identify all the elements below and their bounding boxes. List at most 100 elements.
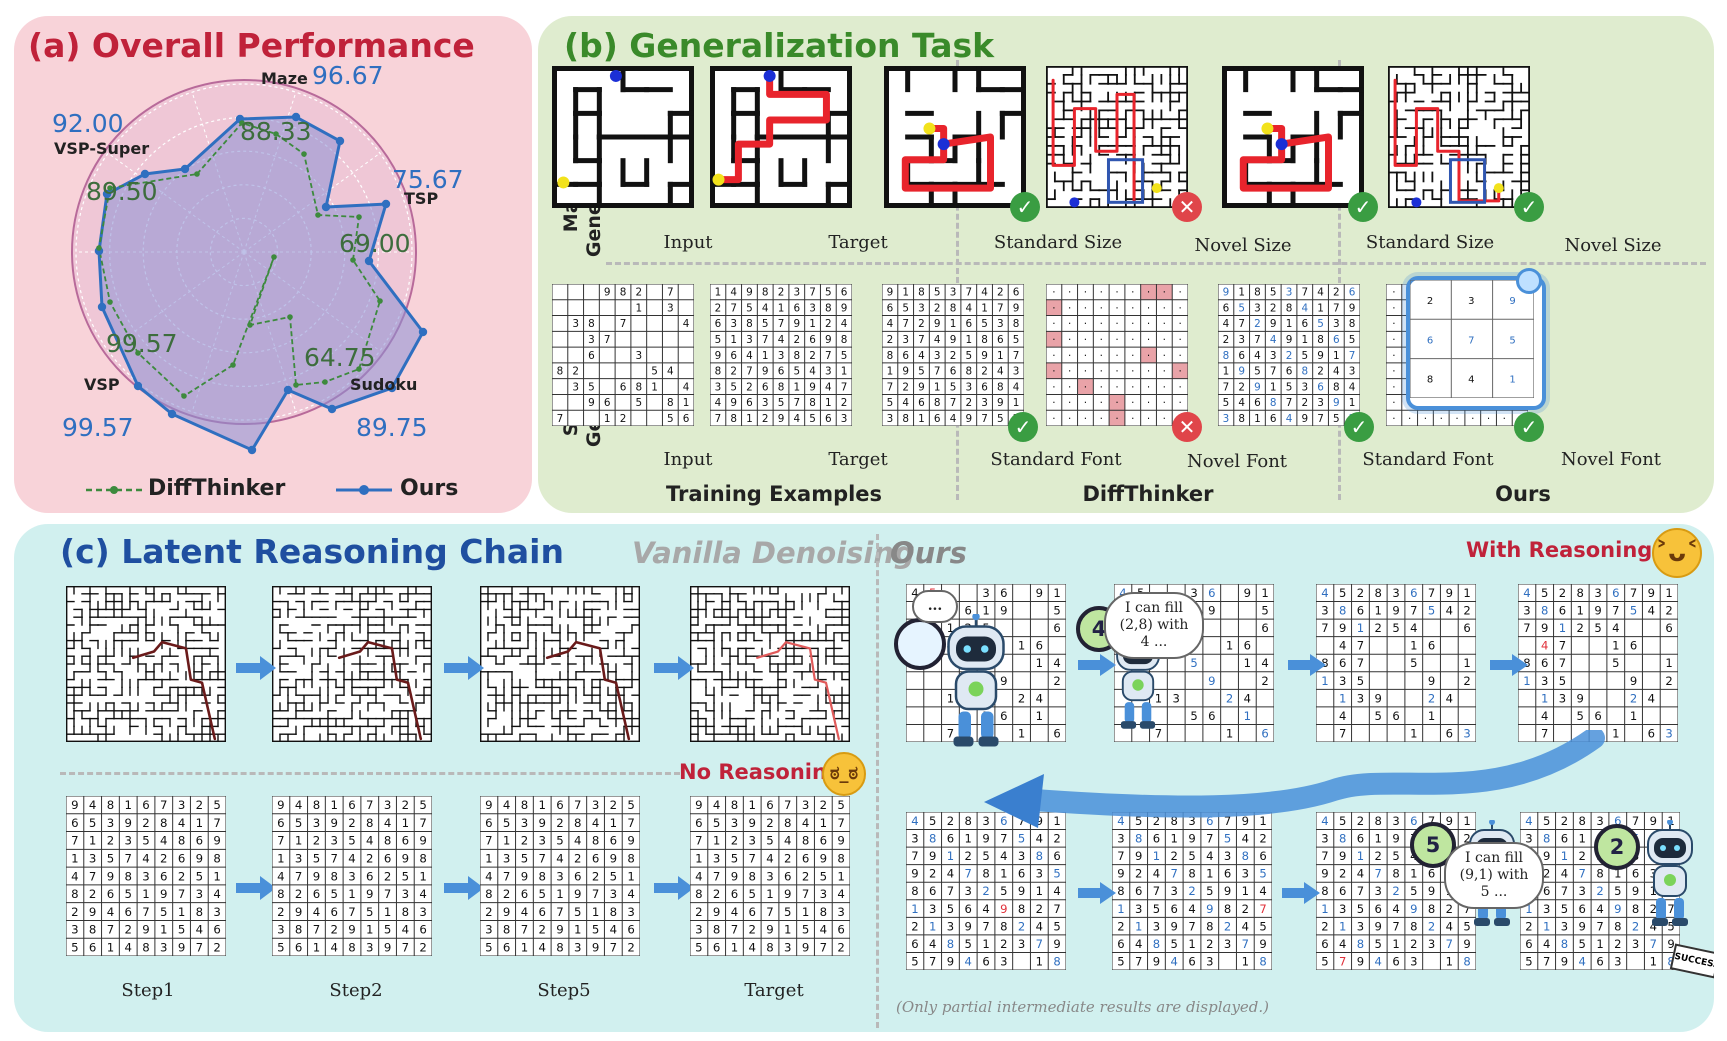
- sudoku-digit: 5: [1053, 919, 1060, 933]
- sudoku-digit: 2: [1339, 867, 1346, 881]
- sudoku-digit: 2: [809, 350, 816, 362]
- sudoku-digit: 1: [213, 869, 220, 883]
- sudoku-digit: 2: [762, 413, 769, 425]
- sudoku-digit: 8: [1357, 937, 1364, 951]
- start-point: [609, 69, 622, 82]
- sudoku-digit: 3: [588, 334, 595, 346]
- sudoku-digit: 7: [1018, 814, 1025, 828]
- thought-bubble-fill-2-8: I can fill (2,8) with 4 ...: [1104, 592, 1204, 659]
- sudoku-digit: 4: [1013, 381, 1020, 393]
- sudoku-digit: 4: [965, 954, 972, 968]
- sudoku-digit: 1: [160, 923, 167, 937]
- sudoku-digit: ·: [1115, 413, 1118, 425]
- sudoku-digit: 6: [766, 798, 773, 812]
- sudoku-digit: 3: [1171, 884, 1178, 898]
- sudoku-digit: 7: [713, 869, 720, 883]
- sudoku-digit: 2: [160, 851, 167, 865]
- sudoku-digit: 7: [1286, 397, 1293, 409]
- footnote: (Only partial intermediate results are d…: [896, 998, 1270, 1016]
- sudoku-digit: 6: [485, 816, 492, 830]
- sudoku-digit: 9: [1375, 691, 1382, 705]
- panel-a-title: (a) Overall Performance: [28, 26, 475, 65]
- sudoku-digit: ·: [1178, 366, 1181, 378]
- sudoku-digit: 7: [556, 905, 563, 919]
- sudoku-digit: ·: [1052, 302, 1055, 314]
- ours-point: [283, 385, 293, 395]
- sudoku-digit: 9: [1392, 832, 1399, 846]
- sudoku-digit: 6: [778, 366, 785, 378]
- sudoku-digit: 9: [1541, 621, 1548, 635]
- sudoku-digit: 5: [1339, 586, 1346, 600]
- sudoku-digit: 6: [929, 884, 936, 898]
- sudoku-digit: 2: [1392, 884, 1399, 898]
- sudoku-digit: 6: [538, 905, 545, 919]
- sudoku-digit: 6: [934, 413, 941, 425]
- sudoku-digit: 3: [1357, 691, 1364, 705]
- sudoku-digit: 4: [485, 869, 492, 883]
- sudoku-digit: 8: [762, 287, 769, 299]
- sudoku-digit: 1: [142, 887, 149, 901]
- sudoku-digit: 4: [1259, 884, 1266, 898]
- caption-standard-size-diff: Standard Size: [993, 232, 1123, 253]
- sudoku-digit: 3: [1321, 832, 1328, 846]
- sudoku-digit: ·: [1392, 397, 1395, 409]
- sudoku-digit: 7: [1301, 287, 1308, 299]
- sudoku-digit: 4: [213, 887, 220, 901]
- sudoku-digit: 9: [715, 350, 722, 362]
- sudoku-digit: ·: [1084, 413, 1087, 425]
- sudoku-digit: 9: [604, 287, 611, 299]
- sudoku-digit: ·: [1084, 397, 1087, 409]
- sudoku-digit: 2: [748, 923, 755, 937]
- sudoku-digit: 7: [1254, 334, 1261, 346]
- axis-label-maze: Maze: [261, 69, 308, 88]
- diff-point: [273, 131, 279, 137]
- sudoku-digit: 7: [1357, 639, 1364, 653]
- sudoku-digit: 2: [1446, 902, 1453, 916]
- sudoku-digit: 5: [1375, 709, 1382, 723]
- sudoku-digit: ·: [1163, 302, 1166, 314]
- start-point: [937, 138, 950, 151]
- sudoku-digit: 1: [635, 302, 642, 314]
- sudoku-digit: 4: [730, 287, 737, 299]
- sudoku-digit: 2: [1665, 604, 1672, 618]
- sudoku-digit: 1: [330, 798, 337, 812]
- ours-sudoku-5: 4 5 2 8 3 6 7 9 13 8 6 1 9 7 5 4 27 9 1 2 5 4 3 8 69 2 4 7 8 1 6 3 58 6 7 3…: [906, 812, 1066, 970]
- sudoku-digit: 7: [1188, 919, 1195, 933]
- zoom-digit: 5: [1509, 335, 1515, 346]
- sudoku-digit: ·: [1100, 366, 1103, 378]
- sudoku-digit: 6: [1261, 621, 1268, 635]
- sudoku-digit: 5: [1259, 919, 1266, 933]
- sudoku-digit: 3: [981, 397, 988, 409]
- sudoku-digit: 8: [196, 905, 203, 919]
- arrow-icon: [1078, 654, 1116, 676]
- sudoku-digit: ·: [1147, 318, 1150, 330]
- sudoku-digit: 4: [1261, 656, 1268, 670]
- sudoku-digit: ·: [1052, 334, 1055, 346]
- diff-point: [293, 382, 299, 388]
- sudoku-digit: 4: [160, 834, 167, 848]
- sudoku-digit: ·: [1178, 334, 1181, 346]
- sudoku-digit: 6: [1018, 867, 1025, 881]
- sudoku-digit: 5: [918, 366, 925, 378]
- sudoku-digit: 9: [918, 381, 925, 393]
- diff-point: [356, 214, 362, 220]
- sudoku-digit: 9: [89, 905, 96, 919]
- value-ours-vsp-super: 92.00: [52, 109, 124, 138]
- panel-c-title: (c) Latent Reasoning Chain: [60, 532, 564, 571]
- sudoku-digit: 7: [841, 381, 848, 393]
- maze-target: [710, 66, 852, 208]
- sudoku-digit: 4: [313, 905, 320, 919]
- maze-standard-ours: [1222, 66, 1364, 208]
- sudoku-digit: ·: [1100, 350, 1103, 362]
- sudoku-digit: 5: [1577, 709, 1584, 723]
- sudoku-digit: 2: [1254, 318, 1261, 330]
- sudoku-digit: 1: [1223, 366, 1230, 378]
- sudoku-digit: 6: [746, 397, 753, 409]
- sudoku-digit: 3: [1428, 937, 1435, 951]
- sudoku-digit: 5: [313, 851, 320, 865]
- ours-sudoku-6: 4 5 2 8 3 6 7 9 13 8 6 1 9 7 5 4 27 9 1 2 5 4 3 8 69 2 4 7 8 1 6 3 58 6 7 3…: [1112, 812, 1272, 970]
- sudoku-digit: 4: [918, 350, 925, 362]
- sudoku-digit: 4: [1153, 867, 1160, 881]
- sudoku-digit: 4: [809, 366, 816, 378]
- sudoku-digit: 6: [918, 397, 925, 409]
